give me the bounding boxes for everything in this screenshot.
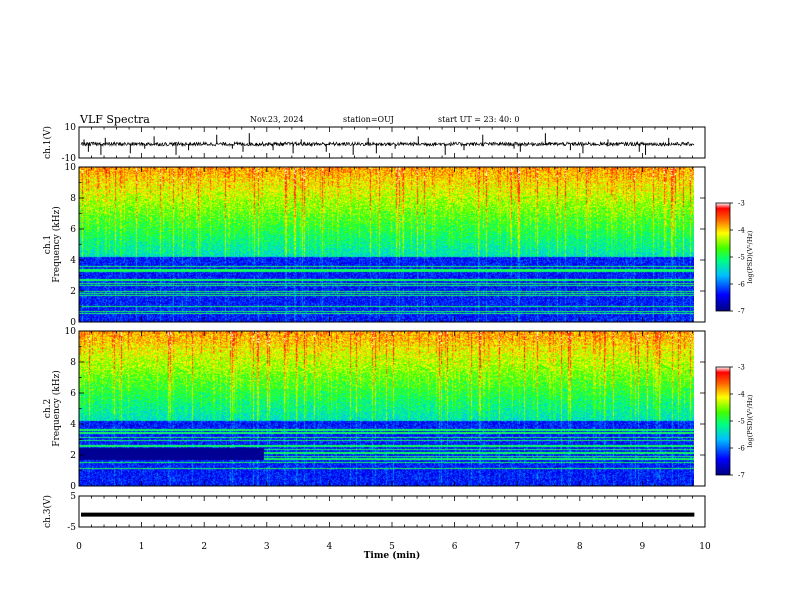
y-tick-label: 2 [70,451,76,461]
y-tick-label: 10 [65,123,77,133]
ch1-spectrogram-ylabel-freq: Frequency (kHz) [51,206,62,283]
ch1-waveform-ylabel: ch.1(V) [42,126,53,159]
colorbar-tick-label: -3 [738,200,745,208]
ch1-spectrogram-colorbar [715,202,731,312]
y-tick-label: 2 [70,287,76,297]
y-tick-label: -5 [67,523,76,533]
ch2-spectrogram-colorbar [715,366,731,476]
colorbar-tick-label: -5 [738,254,745,262]
x-tick-label: 0 [76,542,82,552]
colorbar-tick-label: -4 [738,227,745,235]
x-tick-label: 8 [577,542,583,552]
ch2-spectrogram-ylabel-freq: Frequency (kHz) [51,370,62,447]
y-tick-label: 0 [70,482,76,492]
y-tick-label: 4 [70,256,76,266]
x-tick-label: 9 [640,542,646,552]
x-tick-label: 7 [514,542,520,552]
colorbar-tick-label: -4 [738,391,745,399]
y-tick-label: 6 [70,389,76,399]
colorbar-tick-label: -7 [738,308,745,316]
y-tick-label: 6 [70,225,76,235]
start-time-label: start UT = 23: 40: 0 [438,115,520,124]
ch1-waveform [80,133,695,155]
y-tick-label: 4 [70,420,76,430]
ch2-spectrogram-ylabel: ch.2 [43,399,53,418]
x-tick-label: 3 [264,542,270,552]
figure-title: VLF Spectra [80,113,150,126]
x-tick-label: 6 [452,542,458,552]
x-tick-label: 2 [201,542,207,552]
ch1-spectrogram [79,167,694,322]
y-tick-label: 10 [65,327,77,337]
ch1-spectrogram-ylabel: ch.1 [43,235,53,254]
ch3-waveform-ylabel: ch.3(V) [42,495,53,528]
x-tick-label: 4 [327,542,333,552]
x-tick-label: 10 [699,542,711,552]
colorbar-tick-label: -6 [738,445,745,453]
ch2-spectrogram-colorbar-label: log(PSD)(V²/Hz) [746,394,754,447]
colorbar-tick-label: -6 [738,281,745,289]
ch1-trace [80,140,695,148]
x-tick-label: 5 [389,542,395,552]
y-tick-label: -10 [62,154,77,164]
colorbars: -3 -4 -5 -6 -7 log(PSD)(V²/Hz) -3 -4 -5 -6 -7 log(P… [715,200,754,480]
colorbar-tick-label: -7 [738,472,745,480]
ch2-spectrogram [79,331,694,486]
station-label: station=OUJ [343,115,394,124]
y-tick-label: 8 [70,358,76,368]
x-tick-label: 1 [139,542,145,552]
y-tick-label: 8 [70,194,76,204]
colorbar-tick-label: -5 [738,418,745,426]
x-axis-label: Time (min) [364,550,421,561]
ch1-spectrogram-image [79,167,694,322]
ch1-spectrogram-colorbar-label: log(PSD)(V²/Hz) [746,230,754,283]
y-tick-label: 0 [70,318,76,328]
y-tick-label: 10 [65,163,77,173]
date-label: Nov.23, 2024 [250,115,304,124]
ch2-spectrogram-image [79,331,694,486]
y-tick-label: 5 [70,492,76,502]
colorbar-tick-label: -3 [738,364,745,372]
